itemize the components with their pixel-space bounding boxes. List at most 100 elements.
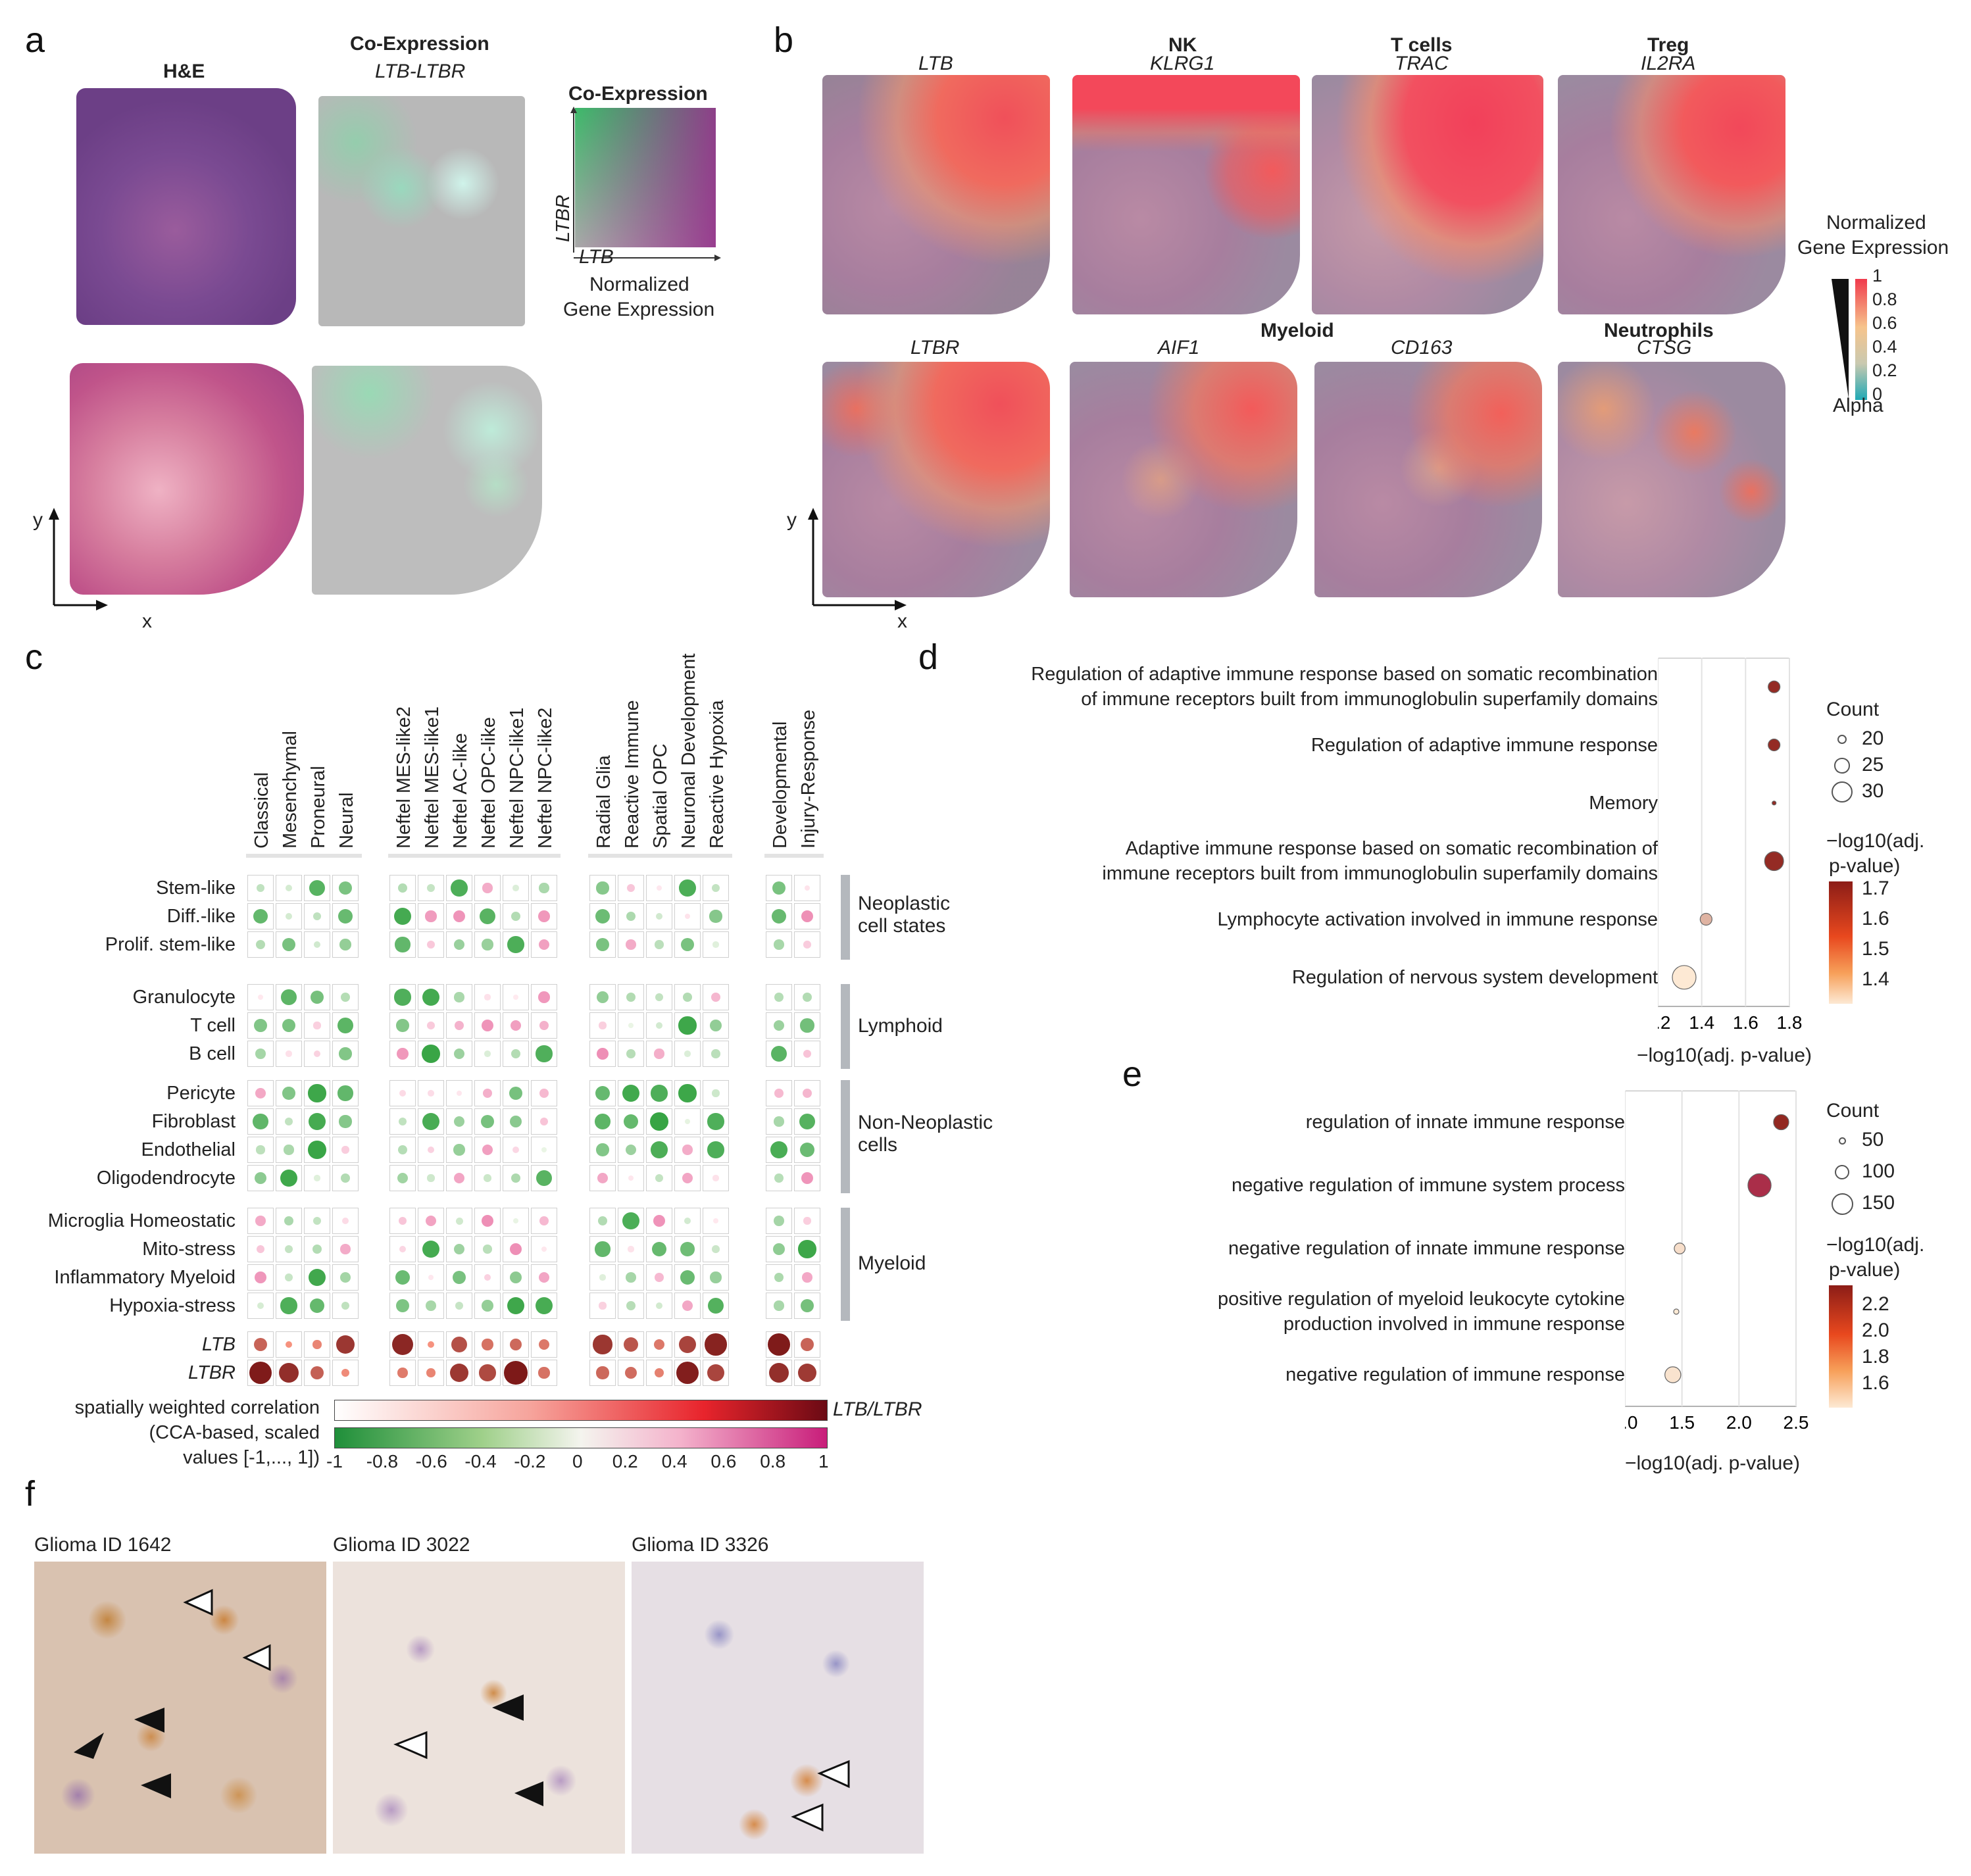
count-legend-circle xyxy=(1831,1193,1853,1215)
enrichment-term-label: negative regulation of immune response xyxy=(1285,1364,1625,1385)
c-dot xyxy=(395,937,411,952)
c-cell xyxy=(703,1236,729,1262)
c-gene-cell xyxy=(766,1360,792,1386)
b-map-trac xyxy=(1312,75,1543,314)
c-dot xyxy=(337,1018,353,1033)
c-row-group-label: Myeloid xyxy=(858,1252,926,1274)
c-dot xyxy=(479,908,496,925)
c-cell xyxy=(276,875,302,901)
c-dot xyxy=(597,991,609,1003)
c-dot xyxy=(599,1302,607,1310)
c-dot xyxy=(803,1217,811,1225)
enrichment-term-label: regulation of innate immune response xyxy=(1305,1112,1625,1133)
c-gene-cell xyxy=(503,1331,529,1358)
c-gene-cell xyxy=(332,1360,359,1386)
c-dot xyxy=(484,1273,491,1281)
b-map-aif1 xyxy=(1070,362,1297,597)
c-cell xyxy=(531,903,557,929)
enrichment-dot xyxy=(1673,1308,1680,1315)
c-dot xyxy=(337,908,353,924)
c-cell xyxy=(247,1041,274,1067)
c-dot xyxy=(774,1300,784,1311)
c-dot xyxy=(281,989,297,1005)
c-cell xyxy=(703,1208,729,1234)
b-alpha-label: Alpha xyxy=(1833,395,1884,416)
c-cell xyxy=(589,1208,616,1234)
count-legend-label: 150 xyxy=(1862,1192,1895,1214)
c-dot xyxy=(682,992,693,1002)
c-dot xyxy=(595,909,610,924)
c-cell xyxy=(703,1165,729,1191)
c-gene-cell xyxy=(276,1360,302,1386)
c-dot xyxy=(507,1296,525,1315)
c-dot xyxy=(654,1049,664,1059)
c-cell xyxy=(503,1264,529,1291)
c-cell xyxy=(446,931,472,958)
c-dot xyxy=(626,883,636,893)
c-gene-dot xyxy=(538,1339,549,1350)
c-dot xyxy=(425,1215,437,1227)
c-dot xyxy=(342,1218,349,1224)
c-cell xyxy=(794,1137,820,1163)
c-cell xyxy=(674,1264,701,1291)
c-gene-dot xyxy=(624,1366,637,1379)
coexp-gene-pair: LTB-LTBR xyxy=(375,61,466,82)
c-cell xyxy=(794,1293,820,1319)
c-cell xyxy=(794,931,820,958)
c-cell xyxy=(618,875,644,901)
c-dot xyxy=(802,992,812,1002)
c-col-header: Reactive Hypoxia xyxy=(707,700,728,849)
c-dot xyxy=(282,937,296,952)
c-cell xyxy=(446,1236,472,1262)
c-gene-dot xyxy=(310,1366,324,1380)
c-dot xyxy=(253,908,268,924)
c-cell xyxy=(304,1208,330,1234)
c-gene-dot xyxy=(676,1362,699,1384)
c-gene-dot xyxy=(538,1367,550,1379)
c-cell xyxy=(646,1208,672,1234)
c-cell xyxy=(766,1165,792,1191)
c-dot xyxy=(802,1088,812,1098)
c-dot xyxy=(509,1271,522,1284)
c-cell xyxy=(531,1165,557,1191)
c-cell xyxy=(332,1041,359,1067)
c-dot xyxy=(538,1271,550,1283)
c-gene-cell xyxy=(503,1360,529,1386)
c-dot xyxy=(313,1022,321,1029)
c-cell xyxy=(247,984,274,1010)
c-dot xyxy=(626,911,636,922)
b-map-klrg1 xyxy=(1072,75,1300,314)
c-cell xyxy=(503,984,529,1010)
c-dot xyxy=(482,939,493,950)
c-cell xyxy=(332,1264,359,1291)
c-cell xyxy=(304,1264,330,1291)
x-tick-label: 2.5 xyxy=(1784,1412,1809,1433)
c-cell xyxy=(304,1137,330,1163)
c-col-group-divider xyxy=(246,854,362,858)
c-dot xyxy=(595,1241,611,1257)
c-cell xyxy=(418,984,444,1010)
plot-frame xyxy=(1658,658,1790,1007)
c-col-group-divider xyxy=(388,854,561,858)
c-dot xyxy=(774,1089,784,1098)
b-legend-title-1: Normalized xyxy=(1826,212,1926,234)
f-title-1642: Glioma ID 1642 xyxy=(34,1534,172,1556)
c-gene-dot xyxy=(654,1339,664,1350)
count-legend-circle xyxy=(1837,734,1847,745)
c-cell xyxy=(766,1208,792,1234)
c-cell xyxy=(794,1264,820,1291)
c-dot xyxy=(539,1216,549,1225)
c-cell xyxy=(674,1041,701,1067)
b-gene-ctsg: CTSG xyxy=(1637,337,1692,358)
b-group-tcells: T cells xyxy=(1391,34,1453,56)
c-dot xyxy=(596,1143,609,1156)
c-cell xyxy=(474,1137,501,1163)
c-gene-dot xyxy=(449,1363,469,1383)
coexp-map-bottom xyxy=(312,366,542,595)
b-group-treg: Treg xyxy=(1647,34,1689,56)
panel-letter-e: e xyxy=(1122,1054,1143,1094)
c-col-header: Neftel MES-like1 xyxy=(422,706,443,849)
c-cell xyxy=(618,1208,644,1234)
c-gene-dot xyxy=(596,1366,609,1379)
b-gene-trac: TRAC xyxy=(1395,53,1449,74)
